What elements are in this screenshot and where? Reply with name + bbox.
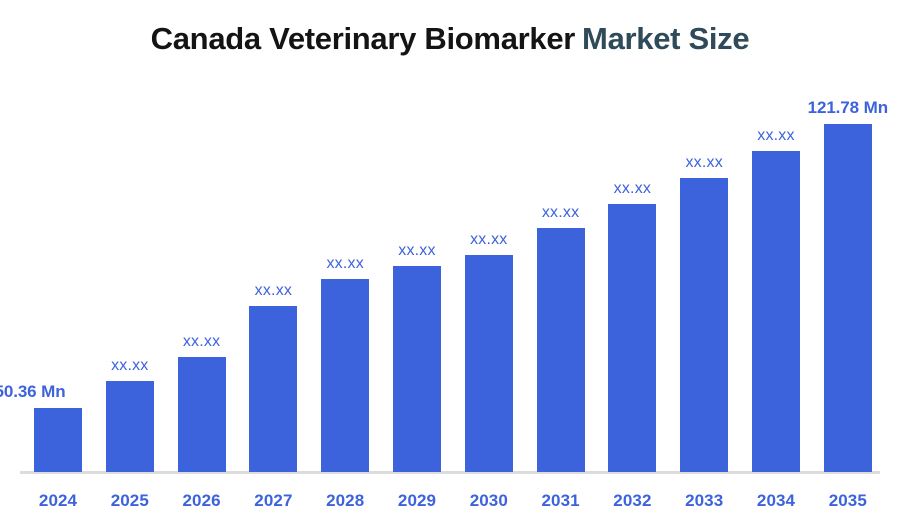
x-axis-tick-2034: 2034: [756, 491, 796, 510]
bar-2024[interactable]: [34, 408, 82, 472]
bar-2027[interactable]: [249, 306, 298, 472]
x-axis-tick-2027: 2027: [254, 491, 293, 510]
bar-2033[interactable]: [680, 178, 729, 472]
x-axis-tick-2033: 2033: [685, 491, 724, 510]
x-axis-tick-2032: 2032: [613, 491, 652, 510]
bar-value-label-2031: xx.xx: [541, 204, 580, 221]
bar-value-label-2029: xx.xx: [398, 242, 436, 259]
x-axis-tick-2026: 2026: [182, 491, 221, 510]
bar-value-label-2034: xx.xx: [757, 127, 795, 144]
x-axis-tick-2029: 2029: [397, 491, 437, 510]
x-axis-tick-2031: 2031: [541, 491, 580, 510]
x-axis-line: [20, 471, 880, 474]
bar-2032[interactable]: [608, 204, 657, 472]
bar-value-label-2033: xx.xx: [685, 154, 723, 171]
x-axis-tick-2028: 2028: [326, 491, 365, 510]
bar-2026[interactable]: [177, 357, 226, 472]
chart-title: Canada Veterinary Biomarker Market Size: [0, 20, 900, 57]
bar-2031[interactable]: [536, 228, 585, 472]
chart-title-secondary: Market Size: [582, 21, 750, 56]
bar-value-label-2024: 50.36 Mn: [0, 382, 66, 401]
x-axis-tick-2024: 2024: [38, 491, 78, 510]
bar-value-label-2027: xx.xx: [254, 282, 293, 299]
bar-value-label-2028: xx.xx: [326, 255, 364, 272]
bar-2029[interactable]: [393, 266, 441, 472]
x-axis-tick-2025: 2025: [110, 491, 149, 510]
bar-value-label-2035: 121.78 Mn: [807, 98, 888, 117]
bar-value-label-2026: xx.xx: [182, 333, 221, 350]
bar-2035[interactable]: [823, 124, 872, 472]
bar-2034[interactable]: [752, 151, 800, 472]
bar-2025[interactable]: [105, 381, 154, 472]
chart-title-primary: Canada Veterinary Biomarker: [150, 21, 576, 56]
x-axis-tick-2035: 2035: [828, 491, 867, 510]
x-axis-tick-2030: 2030: [469, 491, 508, 510]
bar-value-label-2025: xx.xx: [111, 357, 149, 374]
bar-2028[interactable]: [321, 279, 370, 472]
bar-value-label-2030: xx.xx: [470, 231, 508, 248]
bar-2030[interactable]: [464, 255, 513, 472]
bar-value-label-2032: xx.xx: [613, 180, 652, 197]
